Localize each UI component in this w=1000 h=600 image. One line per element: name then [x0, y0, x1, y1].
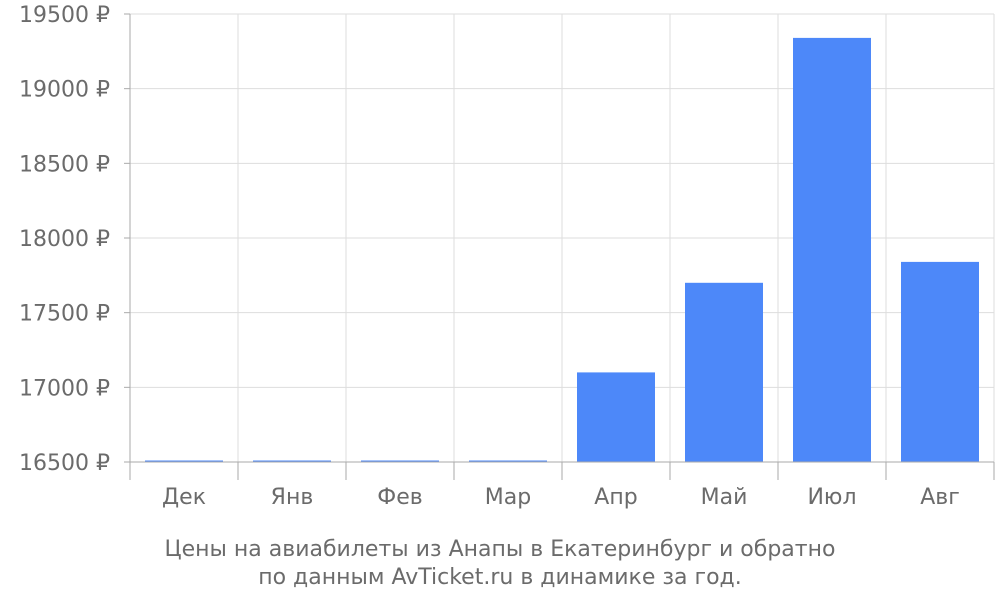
- y-tick-label: 19000 ₽: [19, 78, 110, 103]
- x-tick-label: Авг: [920, 485, 960, 510]
- bar: [469, 460, 547, 462]
- bar: [793, 37, 871, 462]
- bar: [253, 460, 331, 462]
- y-tick-label: 16500 ₽: [19, 451, 110, 476]
- bar: [361, 460, 439, 462]
- y-tick-labels: 16500 ₽ 17000 ₽ 17500 ₽ 18000 ₽ 18500 ₽ 19000…: [19, 3, 110, 476]
- x-tick-label: Мар: [485, 485, 531, 510]
- chart-caption-line-1: Цены на авиабилеты из Анапы в Екатеринбу…: [165, 537, 836, 562]
- y-tick-label: 17000 ₽: [19, 376, 110, 401]
- x-tick-label: Янв: [271, 485, 314, 510]
- bars: [145, 37, 979, 462]
- y-tick-label: 18500 ₽: [19, 152, 110, 177]
- bar: [145, 460, 223, 462]
- bar: [577, 372, 655, 462]
- x-tick-label: Июл: [807, 485, 856, 510]
- x-tick-label: Апр: [594, 485, 637, 510]
- bar: [685, 282, 763, 462]
- y-tick-label: 18000 ₽: [19, 227, 110, 252]
- y-tick-label: 17500 ₽: [19, 302, 110, 327]
- x-tick-label: Фев: [377, 485, 422, 510]
- bar: [901, 261, 979, 462]
- chart-caption-line-2: по данным AvTicket.ru в динамике за год.: [258, 565, 742, 590]
- x-tick-label: Дек: [162, 485, 206, 510]
- axes: [124, 13, 995, 480]
- x-tick-labels: Дек Янв Фев Мар Апр Май Июл Авг: [162, 485, 960, 510]
- x-tick-label: Май: [701, 485, 748, 510]
- y-tick-label: 19500 ₽: [19, 3, 110, 28]
